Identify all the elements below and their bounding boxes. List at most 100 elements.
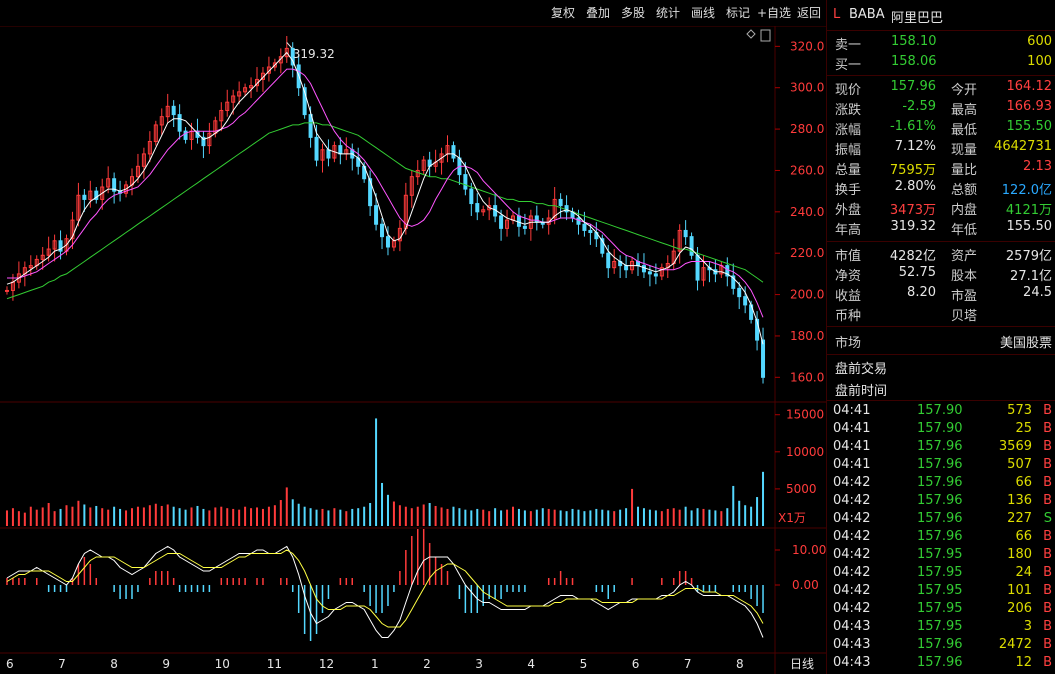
tick-side: B — [1043, 439, 1052, 454]
field-label: 年低 — [951, 223, 978, 238]
tick-volume: 66 — [1015, 529, 1032, 544]
volume-bar — [53, 511, 56, 526]
field-value: 4121万 — [1005, 203, 1052, 218]
volume-bar — [196, 505, 199, 526]
mark-button[interactable]: 标记 — [726, 6, 751, 20]
volume-bar — [666, 508, 669, 526]
tick-row: 04:42 157.95 24 B — [827, 565, 1055, 583]
restore-rights-button[interactable]: 复权 — [551, 6, 576, 20]
volume-bar — [410, 508, 413, 526]
volume-bar — [672, 508, 675, 526]
tick-side: B — [1043, 583, 1052, 598]
volume-bar — [357, 508, 360, 526]
tick-volume: 507 — [1007, 457, 1032, 472]
candle-body — [522, 225, 527, 229]
buy1-volume: 100 — [1027, 54, 1052, 69]
volume-bar — [440, 507, 443, 526]
add-watchlist-button[interactable]: +自选 — [757, 6, 792, 20]
volume-bar — [625, 508, 628, 526]
diamond-icon[interactable] — [746, 29, 756, 39]
volume-bar — [333, 508, 336, 526]
draw-line-button[interactable]: 画线 — [691, 6, 716, 20]
period-label[interactable]: 日线 — [790, 657, 814, 671]
field-value: 155.50 — [1006, 219, 1053, 234]
kline-chart[interactable]: 320.0300.0280.0260.0240.0220.0200.0180.0… — [0, 26, 826, 674]
panel-toggle-icon[interactable] — [760, 29, 771, 42]
volume-bar — [363, 506, 366, 526]
fundamental-row: 净资 52.75 股本 27.1亿 — [827, 265, 1055, 285]
volume-bar — [226, 508, 229, 526]
volume-unit-label: X1万 — [778, 511, 806, 525]
volume-bar — [434, 505, 437, 526]
volume-bar — [470, 510, 473, 526]
fund-label: 净资 — [835, 269, 862, 284]
volume-bar — [303, 506, 306, 526]
candle-body — [100, 186, 105, 200]
sell1-label: 卖一 — [835, 38, 862, 53]
candle-body — [284, 47, 289, 58]
tick-price: 157.95 — [917, 547, 963, 562]
volume-bar — [738, 500, 741, 526]
quote-header: L BABA 阿里巴巴 — [827, 7, 1055, 29]
candle-body — [701, 267, 706, 281]
candle-body — [552, 198, 557, 219]
tick-row: 04:41 157.96 507 B — [827, 457, 1055, 475]
volume-bar — [89, 507, 92, 526]
macd-panel — [6, 529, 764, 641]
overlay-button[interactable]: 叠加 — [586, 6, 611, 20]
field-label: 今开 — [951, 83, 978, 98]
candle-body — [439, 153, 444, 163]
time-axis-label: 4 — [527, 657, 535, 671]
candle-body — [725, 265, 730, 277]
tick-time: 04:41 — [833, 457, 871, 472]
volume-bar — [476, 508, 479, 526]
fund-label: 股本 — [951, 269, 978, 284]
volume-bar — [107, 509, 110, 526]
candle-body — [588, 229, 593, 234]
candle-body — [52, 240, 57, 250]
candle-body — [647, 271, 652, 275]
premarket-time-label: 盘前时间 — [835, 384, 888, 399]
volume-bar — [547, 508, 550, 526]
tick-price: 157.96 — [917, 475, 963, 490]
stock-name: 阿里巴巴 — [891, 11, 944, 26]
tick-side: S — [1043, 511, 1052, 526]
volume-bar — [398, 505, 401, 526]
volume-bar — [511, 506, 514, 526]
ma5-line — [6, 51, 764, 345]
statistics-button[interactable]: 统计 — [656, 6, 681, 20]
tick-row: 04:41 157.90 573 B — [827, 403, 1055, 421]
candle-body — [106, 178, 111, 188]
field-value: 166.93 — [1006, 99, 1053, 114]
volume-bar — [136, 506, 139, 526]
chart-controls-icon[interactable] — [746, 29, 771, 42]
back-button[interactable]: 返回 — [797, 6, 822, 20]
price-tick-label: 200.0 — [790, 288, 824, 302]
volume-bar — [125, 510, 128, 526]
volume-bar — [702, 508, 705, 526]
quote-field-row: 外盘 3473万 内盘 4121万 — [827, 199, 1055, 219]
volume-bar — [732, 485, 735, 526]
tick-time: 04:42 — [833, 547, 871, 562]
sell1-price: 158.10 — [891, 34, 937, 49]
price-axis: 320.0 300.0 280.0 260.0 240.0 220.0 200.0 180.0… — [775, 39, 824, 384]
candle-body — [314, 136, 319, 161]
multi-stock-button[interactable]: 多股 — [621, 6, 646, 20]
volume-bar — [321, 508, 324, 526]
volume-bar — [113, 506, 116, 526]
fund-value: 4282亿 — [889, 249, 936, 264]
field-value: -2.59 — [902, 99, 936, 114]
volume-bar — [83, 504, 86, 526]
tick-volume: 3569 — [998, 439, 1032, 454]
tick-price: 157.96 — [917, 529, 963, 544]
volume-bar — [416, 506, 419, 526]
time-axis-label: 8 — [736, 657, 744, 671]
volume-bar — [369, 503, 372, 526]
market-label: 市场 — [835, 336, 862, 351]
tick-price: 157.96 — [917, 655, 963, 670]
candle-body — [558, 198, 563, 207]
field-value: 319.32 — [890, 219, 937, 234]
candle-body — [183, 130, 188, 140]
volume-bar — [381, 482, 384, 526]
candle-body — [219, 109, 224, 122]
